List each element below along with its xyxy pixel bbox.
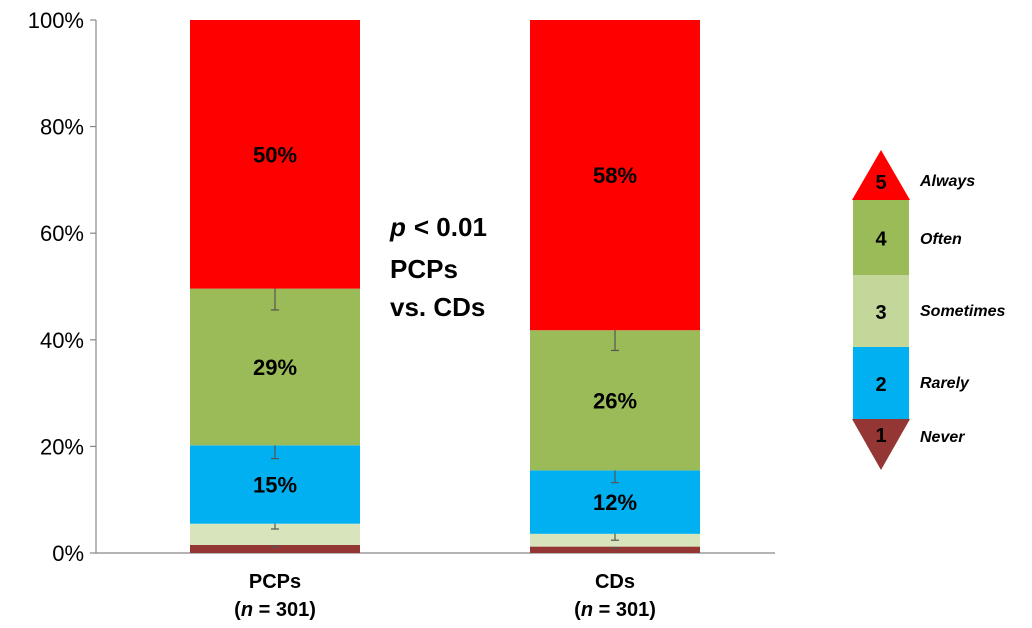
y-tick-label: 100% — [28, 8, 84, 33]
annotation-line-2: PCPs — [390, 254, 458, 284]
annotation-line-1: p < 0.01 — [389, 212, 487, 242]
legend-label: Often — [920, 231, 962, 248]
bar-segment-often — [530, 330, 700, 471]
annotation-line-3: vs. CDs — [390, 292, 485, 322]
axes: 0% 20% 40% 60% 80% 100% — [28, 8, 775, 566]
category-label: CDs — [595, 571, 635, 593]
annotation-p-value: < 0.01 — [414, 212, 487, 242]
bar-segment-often — [190, 288, 360, 446]
legend-label: Always — [919, 173, 975, 190]
legend-swatch-sometimes — [853, 275, 909, 347]
legend-swatch-often — [853, 200, 909, 275]
data-label: 12% — [593, 490, 637, 515]
legend-level: 1 — [875, 425, 886, 447]
category-label: PCPs — [249, 571, 301, 593]
annotation-p: p — [389, 212, 406, 242]
legend-level: 3 — [875, 302, 886, 324]
data-label: 26% — [593, 388, 637, 413]
bar-segment-always — [530, 20, 700, 331]
bar-segment-never — [190, 545, 360, 553]
legend-label: Rarely — [920, 375, 970, 392]
legend: 5 Always 4 Often 3 Sometimes 2 Rarely 1 Never — [852, 150, 1005, 470]
legend-swatch-rarely — [853, 347, 909, 419]
bar-segment-never — [530, 546, 700, 553]
category-sublabel: (n = 301) — [574, 599, 656, 621]
category-labels: PCPs (n = 301) CDs (n = 301) — [234, 571, 656, 621]
data-label: 15% — [253, 473, 297, 498]
data-label: 29% — [253, 355, 297, 380]
legend-label: Never — [920, 429, 965, 446]
y-tick-label: 20% — [40, 434, 84, 459]
data-label: 58% — [593, 163, 637, 188]
legend-swatch-never — [852, 419, 910, 470]
bar-segment-always — [190, 20, 360, 289]
legend-level: 4 — [875, 229, 887, 251]
bars: 15% 29% 50% 12% 26% 58% — [190, 20, 700, 553]
legend-label: Sometimes — [920, 303, 1005, 320]
y-tick-label: 40% — [40, 328, 84, 353]
category-sublabel: (n = 301) — [234, 599, 316, 621]
legend-swatch-always — [852, 150, 910, 200]
significance-annotation: p < 0.01 PCPs vs. CDs — [389, 212, 487, 322]
bar-segment-rarely — [190, 523, 360, 546]
legend-level: 5 — [875, 172, 886, 194]
y-tick-label: 0% — [52, 541, 84, 566]
y-tick-label: 60% — [40, 221, 84, 246]
legend-level: 2 — [875, 374, 886, 396]
data-label: 50% — [253, 142, 297, 167]
y-tick-label: 80% — [40, 115, 84, 140]
